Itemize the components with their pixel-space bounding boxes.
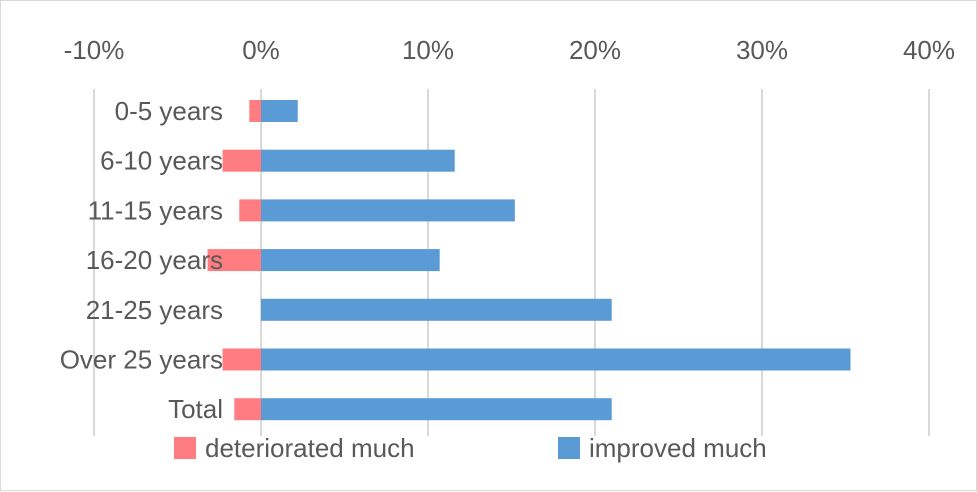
bars <box>207 100 851 421</box>
bar-improved <box>261 298 612 321</box>
bar-improved <box>261 249 440 272</box>
x-tick-label: 40% <box>903 35 955 65</box>
bar-improved <box>261 348 851 371</box>
bar-deteriorated <box>207 249 261 272</box>
x-tick-label: 0% <box>242 35 280 65</box>
category-labels: 0-5 years 6-10 years 11-15 years 16-20 year… <box>60 96 223 424</box>
bar-improved <box>261 199 515 222</box>
legend-label: deteriorated much <box>205 433 415 463</box>
legend-label: improved much <box>589 433 767 463</box>
x-tick-label: -10% <box>64 35 125 65</box>
category-label: 6-10 years <box>100 146 223 176</box>
bar-improved <box>261 149 455 172</box>
legend: deteriorated much improved much <box>174 433 767 463</box>
bar-improved <box>261 100 298 122</box>
category-label: 21-25 years <box>86 295 223 325</box>
bar-deteriorated <box>234 398 261 421</box>
category-label: 0-5 years <box>115 96 223 126</box>
bar-improved <box>261 398 612 421</box>
category-label: Over 25 years <box>60 345 223 375</box>
x-axis-tick-labels: -10% 0% 10% 20% 30% 40% <box>64 35 955 65</box>
legend-swatch <box>558 437 580 459</box>
legend-swatch <box>174 437 196 459</box>
x-tick-label: 30% <box>736 35 788 65</box>
x-tick-label: 20% <box>569 35 621 65</box>
category-label: 16-20 years <box>86 245 223 275</box>
x-tick-label: 10% <box>402 35 454 65</box>
bar-deteriorated <box>239 199 261 222</box>
bar-deteriorated <box>249 100 261 122</box>
category-label: 11-15 years <box>88 195 223 225</box>
bar-deteriorated <box>222 149 261 172</box>
bar-deteriorated <box>222 348 261 371</box>
category-label: Total <box>168 394 223 424</box>
